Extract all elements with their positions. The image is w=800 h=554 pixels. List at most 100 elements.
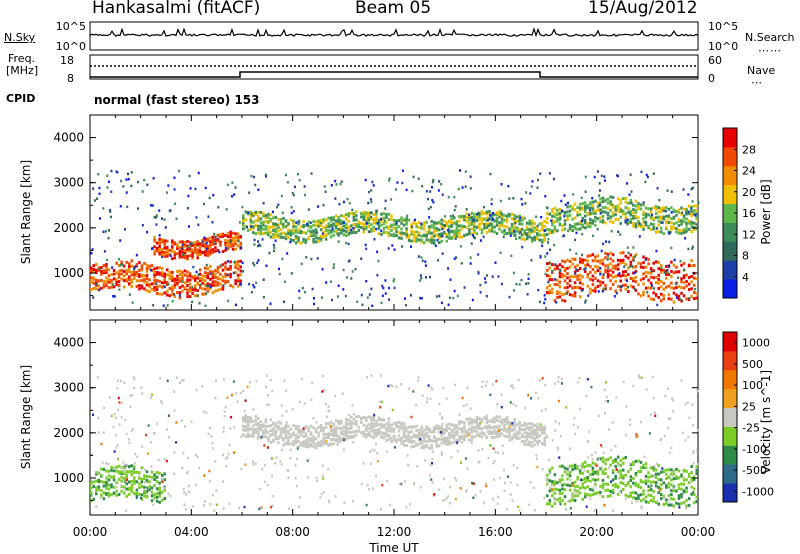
data-cell bbox=[668, 451, 671, 455]
data-cell bbox=[475, 430, 479, 434]
data-cell bbox=[680, 501, 683, 505]
data-cell bbox=[242, 221, 245, 225]
data-cell bbox=[122, 269, 126, 273]
data-cell bbox=[168, 294, 172, 298]
data-cell bbox=[365, 424, 368, 428]
data-cell bbox=[131, 394, 134, 397]
data-cell bbox=[604, 467, 607, 471]
data-cell bbox=[479, 239, 482, 242]
data-cell bbox=[116, 387, 119, 390]
data-cell bbox=[221, 275, 225, 279]
data-cell bbox=[397, 420, 401, 424]
data-cell bbox=[687, 481, 691, 485]
data-cell bbox=[603, 175, 606, 178]
data-cell bbox=[272, 243, 275, 247]
data-cell bbox=[178, 240, 182, 244]
data-cell bbox=[319, 496, 322, 499]
data-cell bbox=[372, 217, 376, 221]
data-cell bbox=[196, 242, 199, 246]
data-cell bbox=[128, 277, 131, 281]
data-cell bbox=[222, 284, 225, 287]
data-cell bbox=[336, 443, 339, 446]
data-cell bbox=[499, 251, 502, 255]
data-cell bbox=[480, 228, 484, 232]
data-cell bbox=[543, 496, 546, 500]
data-cell bbox=[604, 205, 607, 209]
data-cell bbox=[186, 283, 189, 287]
data-cell bbox=[209, 277, 212, 281]
data-cell bbox=[443, 477, 446, 481]
data-cell bbox=[150, 204, 153, 207]
data-cell bbox=[563, 269, 567, 273]
data-cell bbox=[520, 215, 524, 219]
data-cell bbox=[152, 177, 155, 180]
data-cell bbox=[520, 197, 523, 201]
data-cell bbox=[214, 272, 217, 276]
data-cell bbox=[485, 424, 489, 428]
data-cell bbox=[440, 441, 443, 445]
data-cell bbox=[488, 209, 491, 213]
data-cell bbox=[548, 212, 552, 216]
data-cell bbox=[163, 497, 166, 501]
data-cell bbox=[216, 239, 220, 243]
data-cell bbox=[279, 434, 283, 438]
data-cell bbox=[370, 418, 373, 422]
data-cell bbox=[370, 416, 373, 420]
data-cell bbox=[135, 270, 139, 274]
data-cell bbox=[687, 193, 690, 196]
data-cell bbox=[616, 492, 620, 496]
data-cell bbox=[307, 445, 310, 449]
data-cell bbox=[133, 470, 136, 474]
data-cell bbox=[209, 285, 212, 289]
data-cell bbox=[535, 454, 538, 457]
data-cell bbox=[122, 472, 126, 476]
data-cell bbox=[102, 491, 106, 495]
data-cell bbox=[528, 227, 531, 231]
data-cell bbox=[133, 481, 136, 485]
data-cell bbox=[460, 214, 464, 218]
data-cell bbox=[282, 216, 285, 220]
data-cell bbox=[428, 216, 431, 219]
data-cell bbox=[546, 482, 549, 486]
data-cell bbox=[566, 276, 569, 280]
data-cell bbox=[198, 286, 202, 290]
data-cell bbox=[352, 230, 356, 234]
data-cell bbox=[337, 426, 340, 430]
data-cell bbox=[587, 439, 590, 443]
data-cell bbox=[334, 419, 338, 423]
data-cell bbox=[647, 479, 650, 483]
data-cell bbox=[292, 423, 295, 427]
data-cell bbox=[262, 432, 265, 436]
data-cell bbox=[234, 279, 237, 283]
data-cell bbox=[148, 290, 151, 294]
data-cell bbox=[634, 496, 638, 500]
data-cell bbox=[695, 277, 698, 281]
data-cell bbox=[594, 482, 597, 486]
data-cell bbox=[240, 467, 243, 471]
data-cell bbox=[205, 247, 208, 251]
data-cell bbox=[442, 439, 446, 443]
data-cell bbox=[578, 213, 582, 217]
colorbar-swatch bbox=[723, 426, 737, 446]
data-cell bbox=[453, 289, 456, 293]
data-cell bbox=[571, 225, 574, 229]
data-cell bbox=[435, 427, 438, 431]
data-cell bbox=[214, 238, 217, 242]
data-cell bbox=[666, 189, 669, 192]
data-cell bbox=[402, 443, 406, 447]
data-cell bbox=[397, 219, 401, 223]
data-cell bbox=[692, 264, 696, 268]
data-cell bbox=[553, 212, 557, 216]
data-cell bbox=[581, 253, 584, 257]
data-cell bbox=[662, 297, 666, 301]
data-cell bbox=[475, 421, 479, 425]
data-cell bbox=[553, 206, 557, 210]
data-cell bbox=[229, 265, 232, 269]
data-cell bbox=[289, 448, 292, 452]
data-cell bbox=[657, 219, 660, 223]
data-cell bbox=[294, 436, 298, 440]
data-cell bbox=[181, 280, 184, 283]
data-cell bbox=[653, 465, 656, 468]
data-cell bbox=[677, 297, 681, 301]
data-cell bbox=[680, 286, 683, 290]
